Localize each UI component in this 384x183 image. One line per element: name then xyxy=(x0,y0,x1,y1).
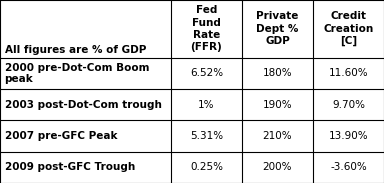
Text: 190%: 190% xyxy=(263,100,292,110)
Text: 6.52%: 6.52% xyxy=(190,68,223,78)
Text: 180%: 180% xyxy=(263,68,292,78)
Text: Fed
Fund
Rate
(FFR): Fed Fund Rate (FFR) xyxy=(190,5,222,52)
Text: 2007 pre-GFC Peak: 2007 pre-GFC Peak xyxy=(5,131,117,141)
Text: 200%: 200% xyxy=(263,162,292,172)
Text: 9.70%: 9.70% xyxy=(332,100,365,110)
Text: 0.25%: 0.25% xyxy=(190,162,223,172)
Text: 5.31%: 5.31% xyxy=(190,131,223,141)
Text: 2009 post-GFC Trough: 2009 post-GFC Trough xyxy=(5,162,135,172)
Text: 1%: 1% xyxy=(198,100,215,110)
Text: Credit
Creation
[C]: Credit Creation [C] xyxy=(323,11,374,46)
Text: 11.60%: 11.60% xyxy=(329,68,368,78)
Text: 2000 pre-Dot-Com Boom
peak: 2000 pre-Dot-Com Boom peak xyxy=(5,63,149,84)
Text: 2003 post-Dot-Com trough: 2003 post-Dot-Com trough xyxy=(5,100,162,110)
Text: Private
Dept %
GDP: Private Dept % GDP xyxy=(256,11,299,46)
Text: All figures are % of GDP: All figures are % of GDP xyxy=(5,45,146,55)
Text: -3.60%: -3.60% xyxy=(330,162,367,172)
Text: 210%: 210% xyxy=(263,131,292,141)
Text: 13.90%: 13.90% xyxy=(329,131,368,141)
